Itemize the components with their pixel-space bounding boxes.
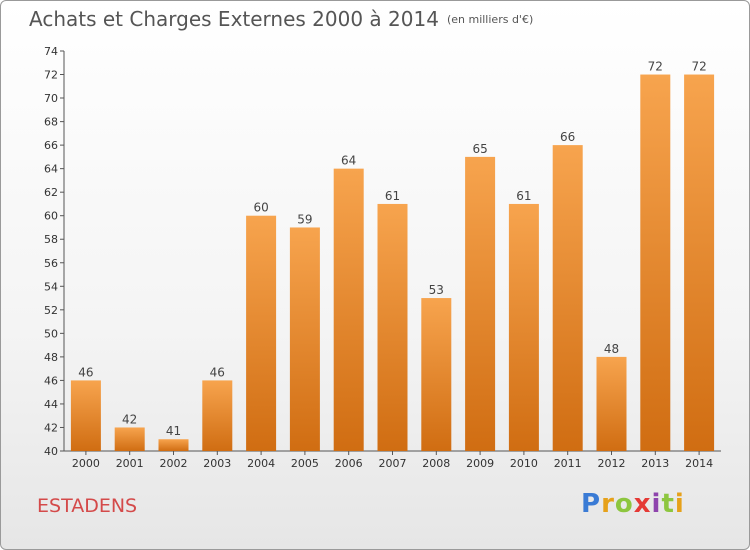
bar-2002 [158,439,189,451]
y-tick-label: 54 [44,280,58,293]
y-tick-label: 64 [44,163,58,176]
bar-2005 [289,227,320,451]
data-label-2006: 64 [341,154,356,168]
y-tick-label: 66 [44,139,58,152]
data-label-2011: 66 [560,130,575,144]
bar-2004 [246,215,277,451]
chart-bars: 46 42 41 46 60 59 64 61 53 65 61 66 48 72 72 [70,60,715,451]
x-tick-label-2000: 2000 [72,457,100,470]
y-tick-label: 62 [44,186,58,199]
data-label-2002: 41 [166,424,181,438]
y-tick-label: 50 [44,327,58,340]
y-tick-label: 52 [44,304,58,317]
x-tick-label-2001: 2001 [116,457,144,470]
x-tick-label-2006: 2006 [335,457,363,470]
bar-2009 [465,156,496,451]
x-tick-label-2005: 2005 [291,457,319,470]
y-tick-label: 68 [44,116,58,129]
data-label-2012: 48 [604,342,619,356]
x-tick-label-2004: 2004 [247,457,275,470]
bar-2001 [114,427,145,451]
bar-2010 [508,203,539,451]
x-tick-label-2014: 2014 [685,457,713,470]
chart-axes: 40 42 44 46 48 50 52 54 56 58 60 62 64 66 68 70 72 74 2000… [44,45,721,470]
y-tick-label: 46 [44,374,58,387]
bar-2006 [333,168,364,451]
bar-2008 [421,298,452,451]
x-tick-label-2012: 2012 [598,457,626,470]
data-label-2013: 72 [648,60,663,74]
bar-2003 [202,380,233,451]
data-label-2009: 65 [472,142,487,156]
data-label-2008: 53 [429,283,444,297]
data-label-2004: 60 [253,201,268,215]
x-tick-label-2003: 2003 [203,457,231,470]
data-label-2010: 61 [516,189,531,203]
x-tick-label-2007: 2007 [379,457,407,470]
x-tick-label-2009: 2009 [466,457,494,470]
bar-2012 [596,356,627,451]
x-tick-label-2010: 2010 [510,457,538,470]
data-label-2007: 61 [385,189,400,203]
data-label-2001: 42 [122,412,137,426]
y-tick-label: 44 [44,398,58,411]
y-tick-label: 40 [44,445,58,458]
data-label-2014: 72 [691,60,706,74]
data-label-2000: 46 [78,365,93,379]
proxiti-logo: Proxiti [581,489,685,519]
x-tick-label-2002: 2002 [160,457,188,470]
bar-2014 [684,74,715,451]
data-label-2005: 59 [297,212,312,226]
commune-name: ESTADENS [37,495,138,517]
bar-2011 [552,145,583,451]
y-tick-label: 72 [44,69,58,82]
y-tick-label: 48 [44,351,58,364]
y-tick-label: 70 [44,92,58,105]
x-tick-label-2011: 2011 [554,457,582,470]
bar-2000 [70,380,101,451]
y-tick-label: 42 [44,421,58,434]
x-tick-label-2013: 2013 [641,457,669,470]
data-label-2003: 46 [210,365,225,379]
bar-2013 [640,74,671,451]
y-tick-label: 56 [44,257,58,270]
y-tick-label: 60 [44,210,58,223]
chart-title-text: Achats et Charges Externes 2000 à 2014 [29,7,439,31]
chart-subtitle: (en milliers d'€) [446,13,534,26]
chart-title: Achats et Charges Externes 2000 à 2014 (e… [29,7,533,31]
y-tick-label: 58 [44,233,58,246]
x-tick-label-2008: 2008 [422,457,450,470]
y-tick-label: 74 [44,45,58,58]
bar-2007 [377,203,408,451]
